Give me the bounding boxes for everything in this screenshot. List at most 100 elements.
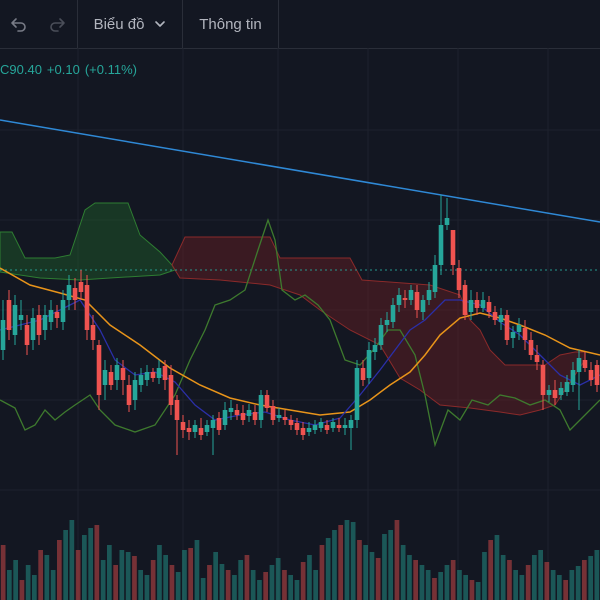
- price-chart[interactable]: [0, 48, 600, 600]
- volume-bar: [232, 575, 237, 600]
- volume-bar: [194, 540, 200, 600]
- candlestick: [462, 280, 468, 320]
- volume-bar: [357, 540, 362, 600]
- candlestick: [294, 418, 300, 435]
- candlestick: [84, 275, 90, 340]
- candlestick: [132, 372, 138, 410]
- candlestick: [342, 418, 348, 435]
- candlesticks: [0, 195, 600, 455]
- candlestick: [456, 260, 462, 298]
- volume-bar: [150, 560, 156, 600]
- volume-bar: [307, 555, 312, 600]
- candlestick: [486, 296, 492, 318]
- lagging-span-line: [0, 217, 600, 448]
- candlestick: [498, 308, 504, 330]
- volume-bar: [419, 565, 425, 600]
- chart-menu-button[interactable]: Biểu đồ: [78, 0, 182, 48]
- candlestick: [204, 420, 210, 436]
- volume-bar: [563, 580, 568, 600]
- volume-bar: [288, 575, 293, 600]
- top-toolbar: Biểu đồ Thông tin: [0, 0, 600, 49]
- candlestick: [168, 365, 174, 415]
- candlestick: [198, 418, 204, 440]
- toolbar-divider: [278, 0, 279, 48]
- volume-bar: [475, 582, 481, 600]
- candlestick: [120, 360, 126, 395]
- volume-bar: [200, 578, 206, 600]
- volume-bar: [75, 550, 81, 600]
- volume-bar: [50, 570, 56, 600]
- volume-bar: [119, 550, 125, 600]
- candlestick: [102, 360, 108, 400]
- candlestick: [114, 358, 120, 390]
- candlestick: [534, 345, 540, 370]
- change-value: +0.10: [46, 61, 80, 77]
- volume-bar: [388, 530, 393, 600]
- volume-bar: [13, 560, 18, 600]
- volume-bar: [225, 570, 231, 600]
- undo-button[interactable]: [0, 0, 38, 48]
- candlestick: [90, 315, 96, 350]
- volume-bar: [550, 570, 556, 600]
- candlestick: [222, 402, 228, 430]
- candlestick: [558, 382, 564, 400]
- volume-bar: [582, 560, 587, 600]
- volume-bar: [350, 522, 356, 600]
- candlestick: [210, 415, 216, 455]
- volume-bar: [375, 558, 381, 600]
- volume-bar: [144, 575, 150, 600]
- candlestick: [504, 310, 510, 345]
- candlestick: [324, 420, 330, 434]
- volume-bar: [413, 560, 418, 600]
- candlestick: [474, 292, 480, 315]
- trendline[interactable]: [0, 119, 600, 223]
- volume-bar: [300, 562, 306, 600]
- volume-bar: [457, 570, 462, 600]
- candlestick: [78, 270, 84, 300]
- candlestick: [264, 390, 270, 412]
- volume-bar: [163, 555, 168, 600]
- candlestick: [402, 290, 408, 308]
- close-value: C90.40: [0, 61, 42, 77]
- volume-bar: [532, 555, 537, 600]
- candlestick: [492, 306, 498, 325]
- candlestick: [564, 375, 570, 396]
- volume-bar: [575, 566, 581, 600]
- candlestick: [282, 410, 288, 425]
- volume-bar: [169, 565, 175, 600]
- volume-bar: [338, 525, 343, 600]
- volume-bar: [244, 555, 250, 600]
- candlestick: [444, 198, 450, 230]
- ichimoku-cloud: [0, 202, 586, 416]
- info-button[interactable]: Thông tin: [183, 0, 278, 48]
- chart-grid: [0, 48, 600, 600]
- volume-bar: [525, 565, 531, 600]
- candlestick: [72, 278, 78, 310]
- volume-bar: [138, 570, 143, 600]
- redo-button[interactable]: [38, 0, 76, 48]
- volume-bar: [369, 552, 375, 600]
- volume-bar: [463, 575, 468, 600]
- candlestick: [306, 422, 312, 436]
- volume-bar: [282, 570, 287, 600]
- volume-bar: [344, 520, 350, 600]
- candlestick: [510, 326, 516, 348]
- volume-bar: [438, 572, 443, 600]
- volume-bar: [588, 556, 593, 600]
- candlestick: [594, 360, 600, 392]
- volume-bar: [494, 535, 500, 600]
- volume-bar: [519, 575, 525, 600]
- candlestick: [228, 400, 234, 420]
- volume-bar: [313, 570, 318, 600]
- volume-bar: [394, 520, 400, 600]
- candlestick: [318, 418, 324, 432]
- candlestick: [372, 338, 378, 360]
- volume-bar: [213, 552, 218, 600]
- volume-bar: [19, 580, 25, 600]
- volume-bar: [513, 570, 518, 600]
- volume-bar: [82, 535, 87, 600]
- candlestick: [186, 420, 192, 440]
- candlestick: [18, 300, 24, 330]
- volume-bar: [207, 565, 212, 600]
- candlestick: [150, 368, 156, 382]
